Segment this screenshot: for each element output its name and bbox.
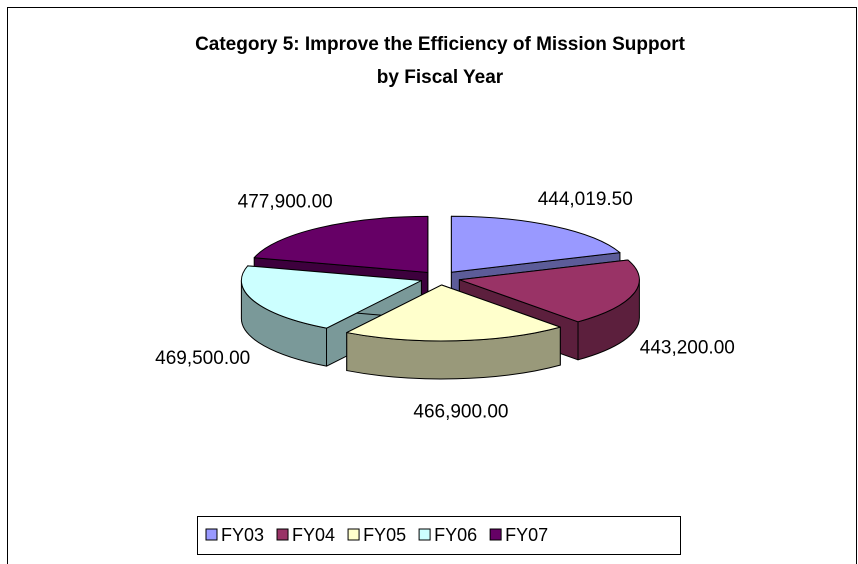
data-label: 444,019.50 [538, 189, 633, 210]
legend-label: FY07 [505, 525, 548, 545]
slice-top [253, 215, 429, 273]
data-label: 469,500.00 [155, 348, 250, 369]
slice-top [346, 284, 561, 342]
data-label: 477,900.00 [238, 191, 333, 212]
legend-label: FY06 [434, 525, 477, 545]
legend-swatch [347, 528, 360, 541]
legend-label: FY03 [221, 525, 264, 545]
slice-top [450, 215, 621, 273]
slice [346, 284, 561, 380]
data-label: 466,900.00 [413, 402, 508, 423]
slice-top [458, 259, 640, 323]
pie [240, 215, 640, 380]
data-label: 443,200.00 [640, 338, 735, 359]
slice-top [240, 265, 422, 329]
legend-label: FY05 [363, 525, 406, 545]
chart-frame [7, 7, 857, 564]
chart-title: by Fiscal Year [377, 67, 504, 88]
chart-title: Category 5: Improve the Efficiency of Mi… [195, 34, 686, 55]
legend-swatch [276, 528, 289, 541]
legend-swatch [418, 528, 431, 541]
legend-swatch [489, 528, 502, 541]
legend-label: FY04 [292, 525, 335, 545]
legend-swatch [205, 528, 218, 541]
